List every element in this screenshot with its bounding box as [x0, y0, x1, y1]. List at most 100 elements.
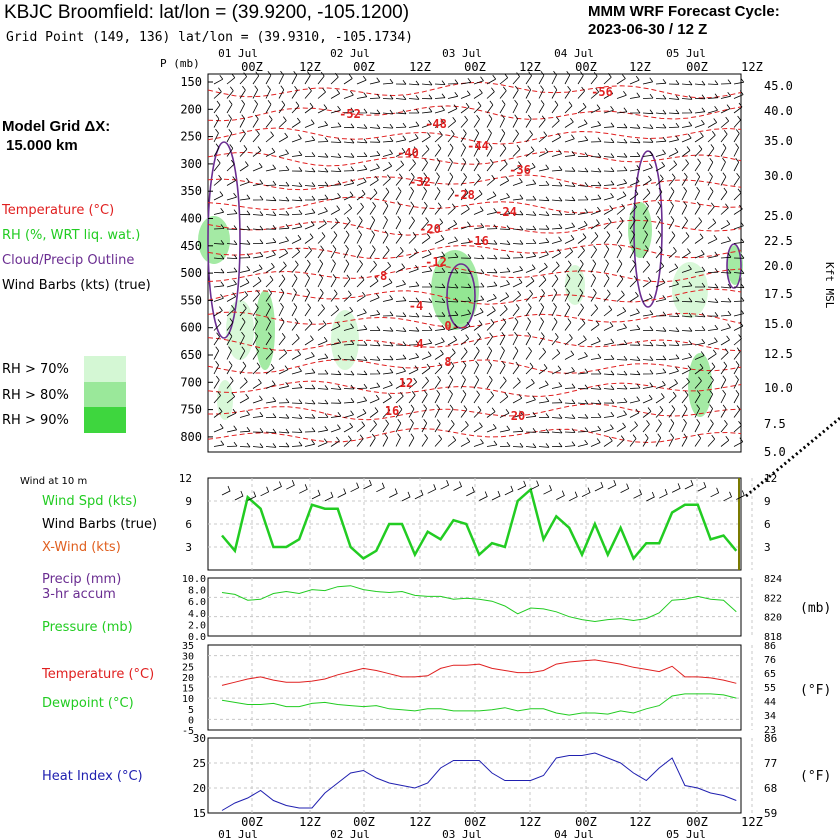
temperature-contour-label: -36: [509, 163, 531, 177]
wind-barb: [473, 439, 484, 447]
wind-barb: [434, 202, 442, 215]
surface-wind-barb: [337, 488, 347, 498]
wind-barb: [304, 288, 311, 302]
wind-barb: [655, 174, 664, 186]
wind-barb: [486, 114, 493, 128]
wind-barb: [330, 424, 341, 433]
wind-barb: [694, 338, 706, 346]
wind-barb: [409, 108, 420, 114]
wind-barb: [603, 180, 615, 186]
wind-barb: [421, 312, 433, 318]
wind-barb: [291, 209, 303, 215]
temperature-tick-left: -5: [182, 726, 194, 737]
temperature-contour-label: 8: [444, 355, 451, 369]
wind-barb: [629, 164, 641, 172]
wind-barb: [226, 408, 237, 418]
wind-barb: [447, 203, 456, 215]
wind-barb: [408, 326, 420, 332]
wind-barb: [499, 159, 508, 172]
wind-barb: [226, 332, 233, 346]
wind-barb: [499, 361, 506, 375]
wind-tick-right: 3: [764, 541, 771, 554]
wind-barb: [474, 239, 485, 244]
wind-barb: [720, 361, 728, 375]
wind-barb: [278, 398, 290, 404]
wind-barb: [408, 340, 420, 346]
wind-barb: [304, 71, 311, 85]
wind-barb: [603, 259, 609, 273]
wind-barb: [473, 375, 480, 389]
wind-barb: [590, 385, 602, 390]
wind-barb: [291, 414, 303, 419]
temperature-contour: [207, 265, 742, 283]
wind-barb: [291, 150, 303, 157]
wind-barb: [733, 129, 740, 143]
wind-barb: [343, 123, 355, 129]
wind-barb: [642, 109, 654, 115]
wind-barb: [720, 143, 727, 157]
wind-barb: [239, 85, 246, 99]
top-hour-label: 12Z: [741, 60, 763, 74]
wind-barb: [512, 427, 524, 433]
wind-barb: [525, 276, 535, 288]
pressure-tick-label: 150: [180, 75, 202, 89]
pressure-frame: [207, 577, 742, 637]
wind-barb: [317, 336, 328, 346]
surface-wind-barb: [466, 486, 475, 497]
wind-barb: [382, 326, 394, 332]
wind-barb: [226, 225, 238, 230]
wind-barb: [486, 306, 496, 317]
wind-barb: [304, 335, 314, 346]
wind-barb: [213, 128, 219, 143]
wind-barb: [369, 433, 376, 447]
wind-barb: [590, 273, 596, 288]
wind-barb: [473, 390, 480, 404]
wind-barb: [655, 161, 666, 172]
wind-barb: [304, 303, 311, 317]
wind-barb: [382, 261, 392, 273]
bottom-hour-label: 12Z: [299, 815, 321, 829]
wind-barb: [408, 365, 419, 375]
wind-barb: [278, 223, 290, 230]
wind-barb: [304, 86, 312, 99]
wind-barb: [525, 412, 537, 418]
wind-barb: [603, 205, 614, 215]
wind-barb: [551, 116, 560, 128]
wind-barb: [239, 290, 249, 302]
wind-barb: [577, 335, 587, 346]
wind-barb: [330, 217, 339, 230]
wind-barb: [447, 297, 459, 303]
wind-barb: [278, 196, 290, 202]
wind-barb: [694, 404, 700, 418]
wind-barb: [512, 239, 524, 245]
wind-barb: [330, 411, 342, 418]
wind-barb: [239, 410, 250, 418]
heat-index-label: Heat Index (°C): [42, 769, 143, 784]
temperature-contour: [207, 150, 742, 167]
wind-barb: [616, 410, 627, 418]
wind-barb: [486, 319, 495, 331]
wind-barb: [369, 163, 380, 172]
wind-barb: [421, 94, 433, 100]
wind-barb: [382, 341, 394, 347]
wind-barb: [434, 324, 446, 331]
wind-barb: [668, 366, 679, 375]
temperature-line: [221, 659, 737, 686]
wind-barb: [642, 310, 654, 317]
wind-barb: [525, 346, 532, 360]
wind-barb: [304, 439, 316, 447]
wind-barb: [213, 74, 224, 85]
wind-barb: [577, 352, 588, 360]
pressure-tick-label: 450: [180, 239, 202, 253]
top-hour-label: 12Z: [629, 60, 651, 74]
surface-wind-barb: [710, 487, 720, 498]
wind-barb: [291, 441, 303, 447]
wind-barb: [226, 292, 237, 302]
wind-barb: [551, 181, 563, 187]
wind-barb: [356, 244, 363, 259]
wind-barb: [252, 114, 259, 128]
wind-barb: [590, 104, 601, 114]
wind-barb: [720, 104, 731, 114]
wind-barb: [616, 290, 625, 302]
wind-barb: [707, 349, 717, 360]
